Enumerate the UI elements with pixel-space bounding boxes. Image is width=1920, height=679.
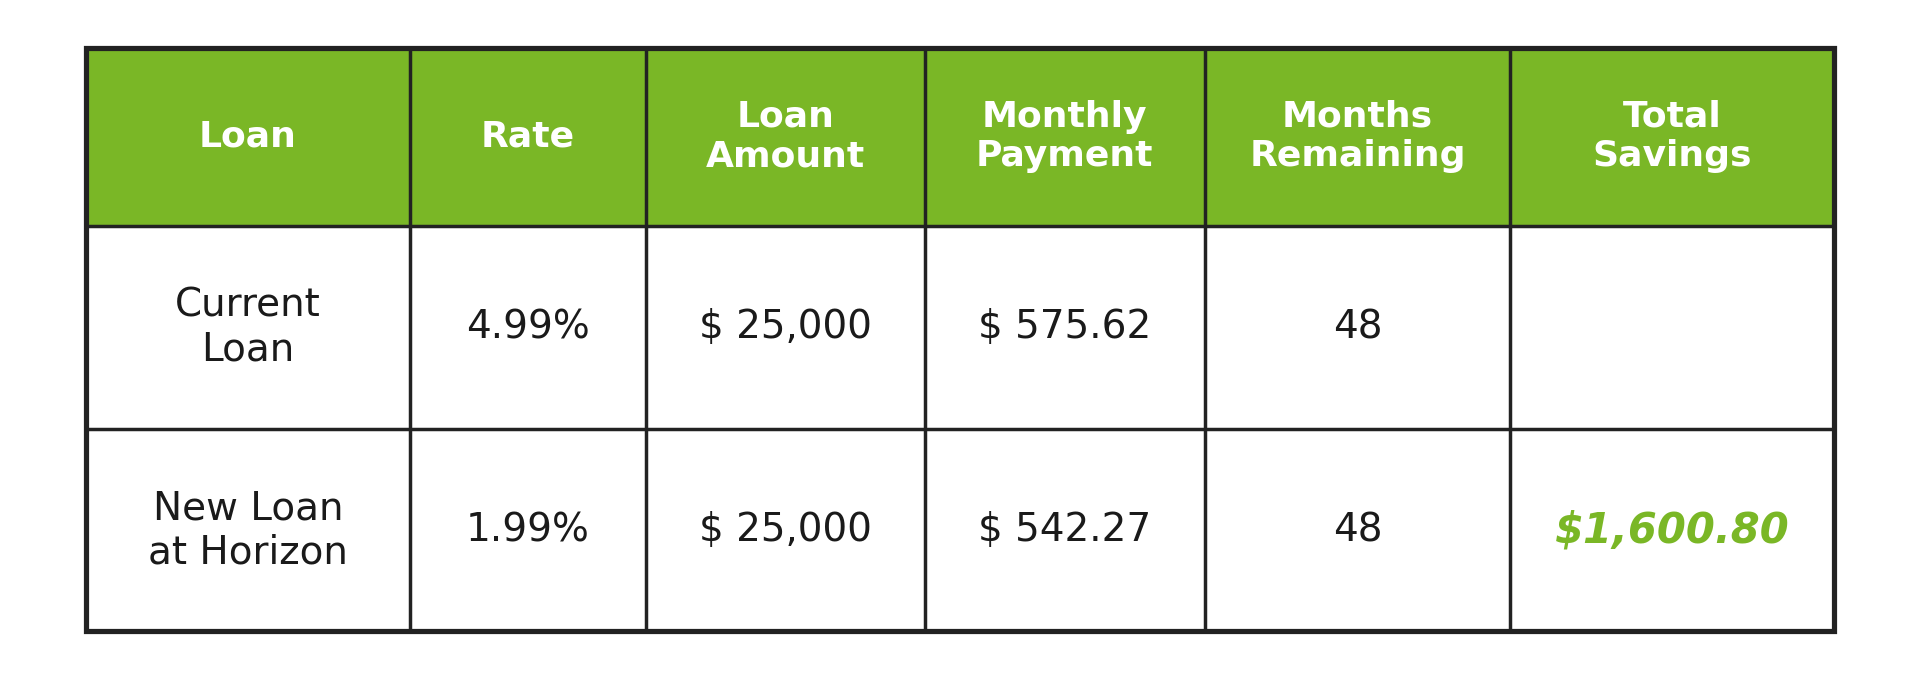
Bar xyxy=(645,428,925,631)
Text: 4.99%: 4.99% xyxy=(467,308,589,346)
Bar xyxy=(925,428,1204,631)
Bar xyxy=(1511,225,1834,428)
Text: Rate: Rate xyxy=(480,120,574,153)
Text: Monthly
Payment: Monthly Payment xyxy=(975,100,1154,173)
Text: 48: 48 xyxy=(1332,511,1382,549)
Bar xyxy=(1204,225,1511,428)
Text: Loan: Loan xyxy=(200,120,298,153)
Bar xyxy=(925,48,1204,225)
Text: $ 542.27: $ 542.27 xyxy=(977,511,1152,549)
Bar xyxy=(1511,428,1834,631)
Text: $ 25,000: $ 25,000 xyxy=(699,511,872,549)
Bar xyxy=(645,48,925,225)
Bar xyxy=(409,428,645,631)
Bar xyxy=(86,428,409,631)
Text: Loan
Amount: Loan Amount xyxy=(707,100,864,173)
Text: 48: 48 xyxy=(1332,308,1382,346)
Text: Total
Savings: Total Savings xyxy=(1592,100,1751,173)
Text: 1.99%: 1.99% xyxy=(467,511,589,549)
Text: New Loan
at Horizon: New Loan at Horizon xyxy=(148,489,348,571)
Bar xyxy=(409,225,645,428)
Text: $ 25,000: $ 25,000 xyxy=(699,308,872,346)
Bar xyxy=(925,225,1204,428)
Bar xyxy=(645,225,925,428)
Bar xyxy=(409,48,645,225)
Text: Months
Remaining: Months Remaining xyxy=(1250,100,1465,173)
Bar xyxy=(1204,428,1511,631)
Text: $ 575.62: $ 575.62 xyxy=(977,308,1152,346)
Bar xyxy=(86,225,409,428)
Bar xyxy=(86,48,1834,631)
Text: Current
Loan: Current Loan xyxy=(175,286,321,368)
Bar xyxy=(86,48,409,225)
Bar xyxy=(1511,48,1834,225)
Text: $1,600.80: $1,600.80 xyxy=(1555,509,1789,551)
Bar xyxy=(1204,48,1511,225)
